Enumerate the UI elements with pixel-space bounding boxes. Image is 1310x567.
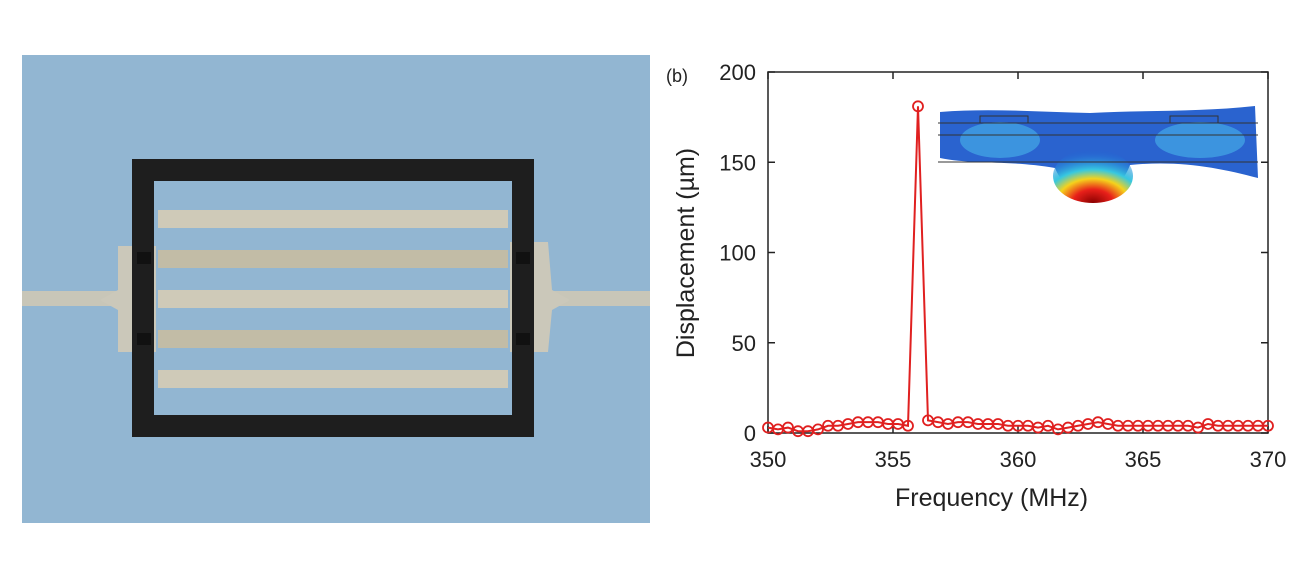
x-tick-label: 350: [750, 447, 787, 472]
y-axis-label: Displacement (µm): [672, 148, 700, 358]
photo-background: [22, 55, 650, 523]
x-tick-label: 370: [1250, 447, 1287, 472]
y-tick-label: 0: [744, 421, 756, 446]
electrode: [158, 290, 508, 308]
y-tick-label: 200: [719, 60, 756, 85]
anchor: [516, 333, 530, 345]
y-tick-label: 150: [719, 150, 756, 175]
electrode: [158, 330, 508, 348]
anchor: [516, 252, 530, 264]
inset-mode-shape: [938, 106, 1258, 203]
panel-label: (b): [666, 66, 688, 86]
electrode: [158, 250, 508, 268]
x-tick-label: 360: [1000, 447, 1037, 472]
data-point: [782, 421, 794, 434]
electrode: [158, 370, 508, 388]
data-point: [1042, 419, 1054, 432]
frame: [132, 159, 534, 437]
data-line: [767, 106, 1268, 433]
y-tick-label: 100: [719, 241, 756, 266]
y-tick-label: 50: [732, 331, 756, 356]
micrograph: [22, 55, 650, 523]
data-point: [902, 419, 914, 432]
anchor: [137, 252, 151, 264]
x-tick-label: 355: [875, 447, 912, 472]
anchor: [137, 333, 151, 345]
x-tick-label: 365: [1125, 447, 1162, 472]
data-point: [912, 100, 924, 113]
mode-patch: [960, 122, 1040, 158]
x-axis-label: Frequency (MHz): [895, 484, 1088, 512]
mode-outline: [938, 115, 1258, 163]
mode-patch: [1155, 122, 1245, 158]
data-point: [1192, 421, 1204, 434]
electrode: [158, 210, 508, 228]
data-point: [812, 423, 824, 436]
data-point: [1262, 419, 1274, 432]
mode-hotspot: [1053, 149, 1133, 203]
